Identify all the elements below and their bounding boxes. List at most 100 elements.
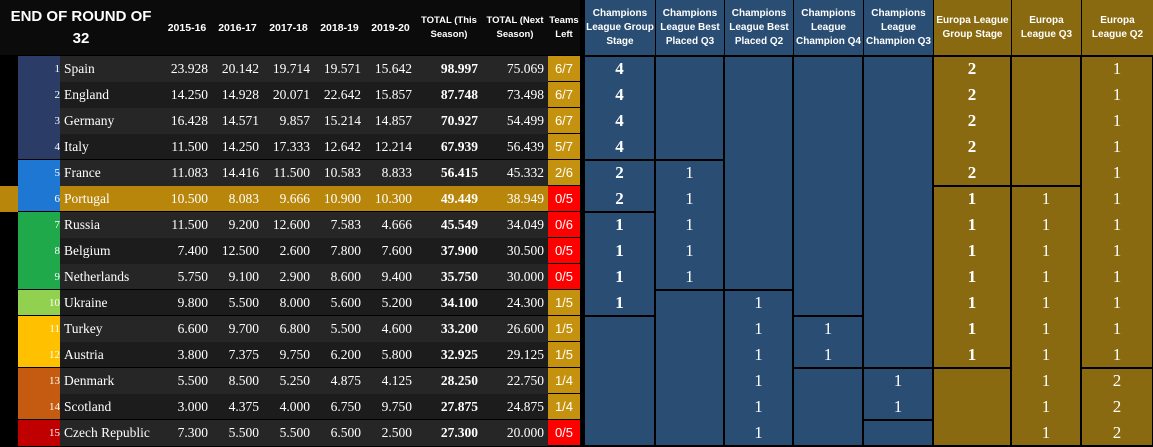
coefficient-cell: 5.500 — [177, 373, 208, 388]
allocation-value: 1 — [1041, 267, 1051, 286]
country-name: Belgium — [64, 243, 111, 258]
allocation-block — [1081, 368, 1153, 446]
teams-left-cell: 6/7 — [548, 108, 580, 134]
allocation-value: 1 — [754, 397, 763, 416]
table-row[interactable]: 8 Belgium 7.400 12.500 2.600 7.800 7.600 37.900… — [0, 238, 1153, 264]
coefficient-cell: 4.600 — [381, 321, 412, 336]
allocation-value: 2 — [1112, 423, 1122, 442]
allocation-value: 1 — [1041, 371, 1051, 390]
col-header-2017-18[interactable]: 2017-18 — [263, 0, 314, 55]
coefficient-cell: 2.900 — [279, 269, 310, 284]
col-header-total-next[interactable]: TOTAL (Next Season) — [482, 0, 548, 55]
coefficient-cell: 30.000 — [506, 269, 544, 284]
coefficient-cell: 7.300 — [177, 425, 208, 440]
col-header-cl-best-q3[interactable]: Champions League Best Placed Q3 — [655, 0, 724, 55]
col-header-teams-left[interactable]: Teams Left — [548, 0, 580, 55]
col-header-el-q2[interactable]: Europa League Q2 — [1081, 0, 1153, 55]
coefficient-cell: 4.000 — [279, 399, 310, 414]
teams-left-cell: 0/6 — [548, 212, 580, 238]
allocation-block — [655, 160, 724, 290]
rank-number: 15 — [49, 427, 60, 439]
table-row[interactable]: 6 Portugal 10.500 8.083 9.666 10.900 10.300 49.… — [0, 186, 1153, 212]
col-header-2018-19[interactable]: 2018-19 — [314, 0, 365, 55]
coefficient-cell: 8.500 — [228, 373, 259, 388]
table-row[interactable]: 12 Austria 3.800 7.375 9.750 6.200 5.800 32.925… — [0, 342, 1153, 368]
rank-color-band — [18, 342, 60, 368]
col-header-total-this[interactable]: TOTAL (This Season) — [416, 0, 482, 55]
allocation-value: 1 — [823, 319, 833, 338]
coefficient-cell: 9.400 — [381, 269, 412, 284]
coefficient-cell: 10.300 — [374, 191, 412, 206]
allocation-value: 4 — [615, 137, 624, 156]
country-name: Scotland — [64, 399, 112, 414]
coefficient-cell: 8.000 — [279, 295, 310, 310]
col-header-2019-20[interactable]: 2019-20 — [365, 0, 416, 55]
coefficient-cell: 11.500 — [273, 165, 310, 180]
allocation-value: 1 — [967, 345, 977, 364]
rank-color-band — [18, 264, 60, 290]
allocation-value: 1 — [1112, 163, 1122, 182]
teams-left-cell: 1/4 — [548, 394, 580, 420]
allocation-block — [863, 368, 933, 420]
allocation-block — [724, 290, 793, 446]
coefficient-cell: 12.500 — [221, 243, 259, 258]
col-header-cl-best-q2[interactable]: Champions League Best Placed Q2 — [724, 0, 793, 55]
table-row[interactable]: 14 Scotland 3.000 4.375 4.000 6.750 9.750 27.87… — [0, 394, 1153, 420]
row-background — [18, 368, 548, 394]
row-background — [18, 394, 548, 420]
table-row[interactable]: 5 France 11.083 14.416 11.500 10.583 8.833 56.4… — [0, 160, 1153, 186]
row-background — [18, 212, 548, 238]
allocation-value: 2 — [967, 85, 977, 104]
table-row[interactable]: 2 England 14.250 14.928 20.071 22.642 15.857 87… — [0, 82, 1153, 108]
rank-color-band — [18, 238, 60, 264]
rank-number: 3 — [54, 115, 61, 127]
teams-left-cell: 1/4 — [548, 368, 580, 394]
allocation-value: 4 — [615, 59, 624, 78]
allocation-value: 1 — [1112, 293, 1122, 312]
table-row[interactable]: 10 Ukraine 9.800 5.500 8.000 5.600 5.200 34.100… — [0, 290, 1153, 316]
allocation-value: 1 — [1112, 215, 1122, 234]
col-header-2015-16[interactable]: 2015-16 — [162, 0, 212, 55]
table-row[interactable]: 7 Russia 11.500 9.200 12.600 7.583 4.666 45.549… — [0, 212, 1153, 238]
table-row[interactable]: 15 Czech Republic 7.300 5.500 5.500 6.500 2.50… — [0, 420, 1153, 446]
coefficient-cell: 9.857 — [279, 113, 310, 128]
col-header-cl-group[interactable]: Champions League Group Stage — [584, 0, 655, 55]
group-separator — [18, 159, 548, 160]
table-row[interactable]: 11 Turkey 6.600 9.700 6.800 5.500 4.600 33.200 2… — [0, 316, 1153, 342]
coefficient-cell: 27.875 — [440, 399, 478, 414]
col-header-el-group[interactable]: Europa League Group Stage — [933, 0, 1011, 55]
teams-left-cell: 0/5 — [548, 186, 580, 212]
col-header-2016-17[interactable]: 2016-17 — [212, 0, 263, 55]
rank-number: 14 — [49, 401, 60, 413]
coefficient-cell: 75.069 — [506, 61, 544, 76]
table-row[interactable]: 1 Spain 23.928 20.142 19.714 19.571 15.642 98.9… — [0, 56, 1153, 82]
allocation-value: 1 — [1112, 241, 1122, 260]
country-name: Spain — [64, 61, 95, 76]
coefficient-cell: 3.000 — [177, 399, 208, 414]
rank-number: 10 — [49, 297, 60, 309]
coefficient-cell: 8.600 — [330, 269, 361, 284]
row-background — [18, 238, 548, 264]
allocation-block — [793, 316, 863, 368]
allocation-value: 1 — [1112, 137, 1122, 156]
coefficient-cell: 5.250 — [279, 373, 310, 388]
table-row[interactable]: 13 Denmark 5.500 8.500 5.250 4.875 4.125 28.250… — [0, 368, 1153, 394]
coefficient-cell: 98.997 — [440, 61, 478, 76]
rank-color-band — [18, 290, 60, 316]
rank-number: 6 — [54, 193, 61, 205]
col-header-cl-champ-q3[interactable]: Champions League Champion Q3 — [863, 0, 933, 55]
allocation-value: 1 — [685, 163, 694, 182]
col-header-cl-champ-q4[interactable]: Champions League Champion Q4 — [793, 0, 863, 55]
row-background — [18, 342, 548, 368]
allocation-value: 1 — [685, 215, 694, 234]
coefficient-cell: 5.500 — [330, 321, 361, 336]
table-row[interactable]: 4 Italy 11.500 14.250 17.333 12.642 12.214 67.9… — [0, 134, 1153, 160]
coefficient-cell: 14.416 — [221, 165, 259, 180]
table-row[interactable]: 3 Germany 16.428 14.571 9.857 15.214 14.857 70.… — [0, 108, 1153, 134]
group-separator — [18, 367, 548, 368]
coefficient-cell: 12.214 — [374, 139, 412, 154]
row-highlight-left — [0, 186, 18, 212]
table-row[interactable]: 9 Netherlands 5.750 9.100 2.900 8.600 9.400 35.… — [0, 264, 1153, 290]
row-background — [18, 316, 548, 342]
col-header-el-q3[interactable]: Europa League Q3 — [1011, 0, 1081, 55]
